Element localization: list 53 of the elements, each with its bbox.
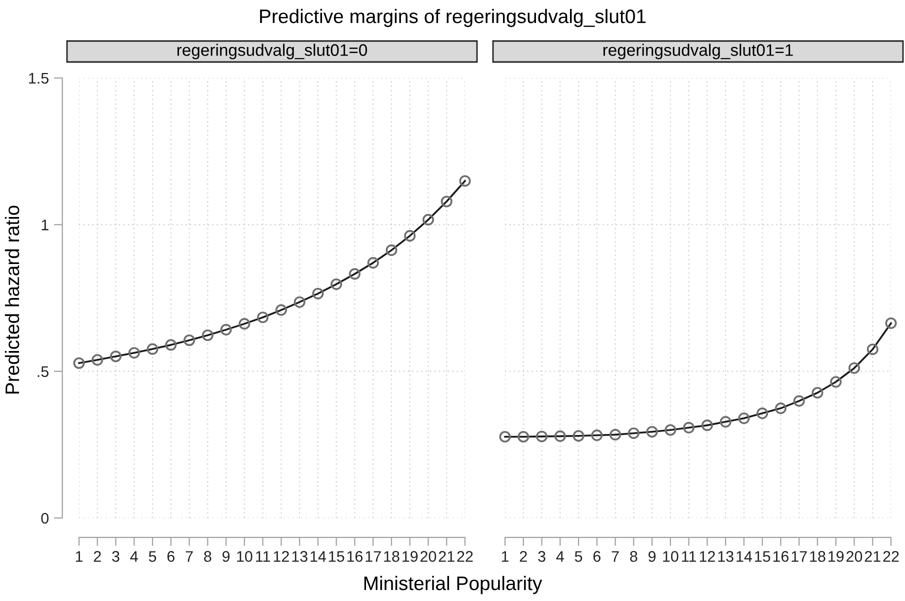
x-tick-label: 15 bbox=[329, 551, 344, 562]
x-tick-label: 20 bbox=[846, 551, 862, 562]
x-tick-label: 13 bbox=[292, 551, 308, 562]
x-tick-label: 8 bbox=[204, 551, 212, 562]
x-tick-label: 7 bbox=[186, 551, 193, 562]
y-tick-label: 1.5 bbox=[29, 73, 48, 84]
x-tick-label: 1 bbox=[76, 551, 83, 562]
x-tick-label: 8 bbox=[630, 551, 638, 562]
x-tick-label: 4 bbox=[130, 551, 138, 562]
x-tick-label: 1 bbox=[502, 551, 509, 562]
x-tick-label: 2 bbox=[94, 551, 101, 562]
x-tick-label: 11 bbox=[682, 551, 696, 562]
x-tick-label: 6 bbox=[167, 551, 174, 562]
x-tick-label: 9 bbox=[648, 551, 656, 562]
x-axis-title: Ministerial Popularity bbox=[364, 576, 542, 594]
x-tick-label: 16 bbox=[347, 551, 363, 562]
x-tick-label: 18 bbox=[810, 551, 826, 562]
x-tick-label: 17 bbox=[792, 551, 807, 562]
y-tick-label: 0 bbox=[41, 512, 49, 524]
x-tick-label: 13 bbox=[718, 551, 734, 562]
x-tick-label: 3 bbox=[538, 551, 546, 562]
y-tick-label: .5 bbox=[38, 366, 48, 378]
chart-title: Predictive margins of regeringsudvalg_slut01 bbox=[260, 8, 646, 28]
x-tick-label: 12 bbox=[274, 551, 289, 562]
x-tick-label: 7 bbox=[612, 551, 619, 562]
x-tick-label: 4 bbox=[556, 551, 564, 562]
x-tick-label: 21 bbox=[864, 551, 880, 562]
x-tick-label: 3 bbox=[112, 551, 120, 562]
x-tick-label: 22 bbox=[457, 551, 473, 562]
x-tick-label: 22 bbox=[883, 551, 899, 562]
x-tick-label: 11 bbox=[256, 551, 270, 562]
x-tick-label: 10 bbox=[237, 551, 252, 562]
y-tick-label: 1 bbox=[42, 220, 48, 230]
x-tick-label: 15 bbox=[755, 551, 770, 562]
x-tick-label: 21 bbox=[438, 551, 454, 562]
x-tick-label: 9 bbox=[222, 551, 230, 562]
x-tick-label: 10 bbox=[663, 551, 678, 562]
x-tick-label: 12 bbox=[700, 551, 715, 562]
x-tick-label: 19 bbox=[402, 551, 418, 562]
x-tick-label: 5 bbox=[148, 551, 156, 562]
x-tick-label: 5 bbox=[574, 551, 582, 562]
chart-subtitle: regeringsudvalg_slut01=1 bbox=[603, 44, 793, 60]
x-tick-label: 18 bbox=[384, 551, 400, 562]
x-tick-label: 19 bbox=[828, 551, 844, 562]
x-tick-label: 20 bbox=[420, 551, 436, 562]
chart-subtitle: regeringsudvalg_slut01=0 bbox=[177, 44, 368, 60]
x-tick-label: 6 bbox=[593, 551, 600, 562]
x-tick-label: 16 bbox=[773, 551, 789, 562]
x-tick-label: 17 bbox=[366, 551, 381, 562]
x-tick-label: 14 bbox=[736, 551, 752, 562]
x-tick-label: 2 bbox=[520, 551, 527, 562]
x-tick-label: 14 bbox=[310, 551, 326, 562]
y-axis-title: Predicted hazard ratio bbox=[4, 206, 20, 394]
